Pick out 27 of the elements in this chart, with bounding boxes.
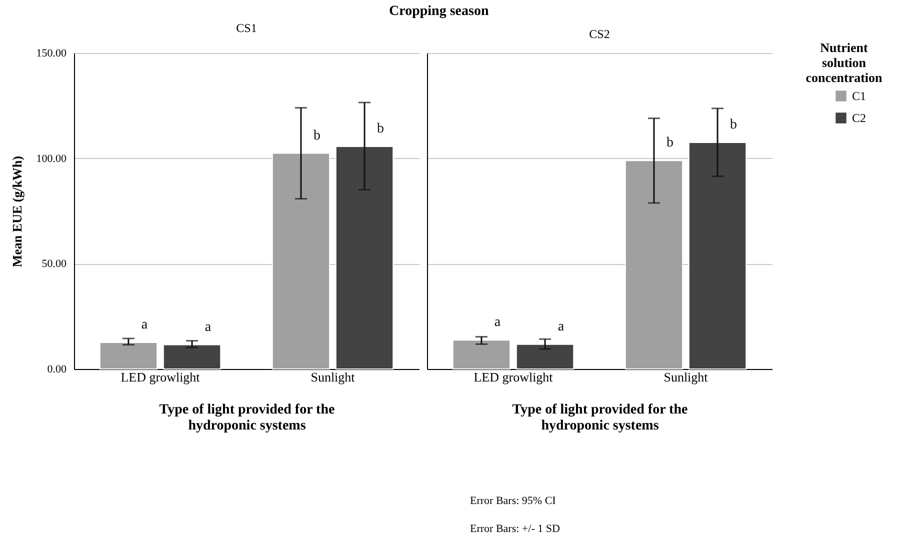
text: Error Bars: 95% CI [470,495,557,507]
legend-title: Nutrient solution concentration [804,40,884,85]
x-tick-label: Sunlight [664,370,708,384]
y-tick-label: 0.00 [47,364,67,376]
x-tick-label: Sunlight [310,370,356,384]
text: Error Bars: +/- 1 SD [470,523,560,535]
y-tick-label: 50.00 [42,258,67,270]
x-axis-title: Type of light provided for the hydroponic systems [159,402,335,434]
y-tick-label: 150.00 [36,48,67,60]
x-axis-title: Type of light provided for the hydroponic systems [512,402,688,434]
chart-subtitle: CS2 [589,27,610,41]
annotation: a [204,320,212,335]
legend-label: C1 [852,89,866,103]
annotation: a [494,315,502,330]
legend-label: C2 [852,111,866,125]
annotation: b [377,122,384,137]
y-axis-title: Mean EUE (g/kWh) [9,156,24,268]
x-tick-label: LED growlight [474,370,554,384]
annotation: b [730,118,738,133]
annotation: b [313,128,320,144]
annotation: b [666,136,674,151]
chart-subtitle: CS1 [236,21,257,35]
x-tick-label: LED growlight [120,370,200,384]
annotation: a [141,317,148,332]
annotation: a [558,319,565,334]
chart-title: Cropping season [389,4,489,19]
y-tick-label: 100.00 [36,152,67,165]
